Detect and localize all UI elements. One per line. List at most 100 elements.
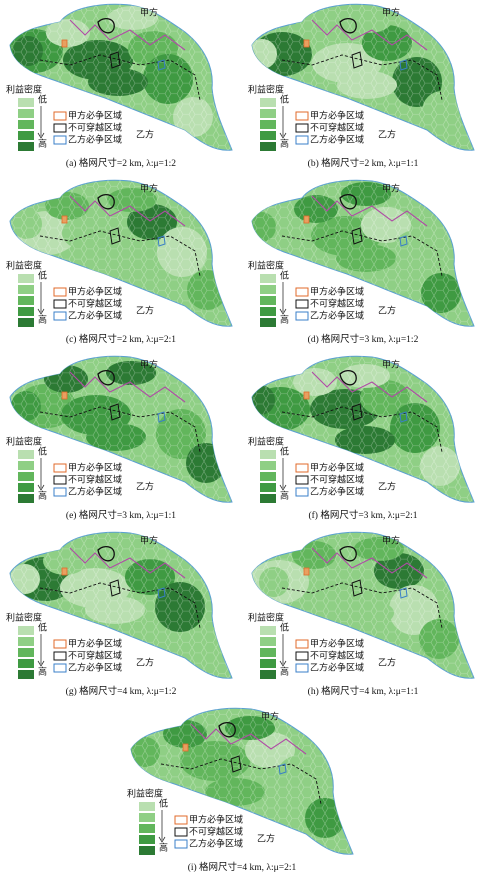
- legend-label: 乙方必争区域: [68, 310, 122, 322]
- density-arrowhead: [37, 484, 45, 491]
- density-swatch: [260, 648, 276, 657]
- contested-boundary: [39, 406, 201, 453]
- party-b-label: 乙方: [378, 305, 396, 317]
- legend-swatch: [53, 111, 67, 121]
- low-label: 低: [38, 446, 47, 458]
- legend-swatch: [295, 639, 309, 649]
- density-title: 利益密度: [248, 436, 284, 448]
- impassable-zone: [351, 51, 363, 69]
- density-swatch: [260, 318, 276, 327]
- density-swatch: [260, 637, 276, 646]
- party-b-zone: [399, 411, 408, 423]
- legend-label: 甲方必争区域: [68, 286, 122, 298]
- legend-label: 乙方必争区域: [68, 134, 122, 146]
- panel-caption: (e) 格网尺寸=3 km, λ:μ=1:1: [66, 509, 176, 521]
- density-swatch: [260, 274, 276, 283]
- legend-swatch: [53, 311, 67, 321]
- legend-label: 甲方必争区域: [310, 286, 364, 298]
- density-swatch: [18, 98, 34, 107]
- density-swatch: [260, 131, 276, 140]
- legend-label: 甲方必争区域: [68, 638, 122, 650]
- density-swatch: [260, 120, 276, 129]
- legend-swatch: [295, 299, 309, 309]
- density-title: 利益密度: [6, 436, 42, 448]
- panel-caption: (h) 格网尺寸=4 km, λ:μ=1:1: [308, 685, 419, 697]
- impassable-zone: [109, 51, 121, 69]
- impassable-zone: [218, 721, 236, 738]
- density-arrowhead: [37, 132, 45, 139]
- density-swatch: [260, 307, 276, 316]
- party-b-zone: [399, 587, 408, 599]
- party-b-label: 乙方: [378, 481, 396, 493]
- impassable-zone: [97, 545, 115, 562]
- impassable-zone: [97, 193, 115, 210]
- party-a-boundary: [311, 547, 428, 579]
- legend-swatch: [174, 839, 188, 849]
- legend-swatch: [53, 287, 67, 297]
- low-label: 低: [280, 622, 289, 634]
- density-arrowhead: [158, 836, 166, 843]
- party-a-boundary: [311, 195, 428, 227]
- party-b-label: 乙方: [136, 305, 154, 317]
- legend-swatch: [53, 651, 67, 661]
- legend-label: 乙方必争区域: [310, 662, 364, 674]
- party-a-label: 甲方: [382, 7, 400, 19]
- density-swatch: [18, 637, 34, 646]
- party-a-zone: [303, 39, 310, 48]
- party-b-zone: [157, 235, 166, 247]
- panel-caption: (g) 格网尺寸=4 km, λ:μ=1:2: [66, 685, 177, 697]
- legend-label: 不可穿越区域: [189, 826, 243, 838]
- density-swatch: [260, 494, 276, 503]
- density-swatch: [260, 472, 276, 481]
- density-swatch: [18, 461, 34, 470]
- density-swatch: [18, 626, 34, 635]
- legend-swatch: [53, 475, 67, 485]
- high-label: 高: [280, 138, 289, 150]
- legend-label: 乙方必争区域: [68, 662, 122, 674]
- panel-caption: (b) 格网尺寸=2 km, λ:μ=1:1: [308, 157, 419, 169]
- density-swatch: [18, 307, 34, 316]
- density-swatch: [260, 450, 276, 459]
- legend-swatch: [295, 287, 309, 297]
- low-label: 低: [280, 446, 289, 458]
- party-b-zone: [399, 235, 408, 247]
- density-swatch: [18, 318, 34, 327]
- legend-label: 甲方必争区域: [310, 110, 364, 122]
- party-a-label: 甲方: [140, 359, 158, 371]
- high-label: 高: [280, 666, 289, 678]
- high-label: 高: [38, 314, 47, 326]
- density-arrowhead: [279, 308, 287, 315]
- party-b-zone: [399, 59, 408, 71]
- party-b-label: 乙方: [378, 657, 396, 669]
- low-label: 低: [280, 270, 289, 282]
- party-b-label: 乙方: [136, 481, 154, 493]
- high-label: 高: [38, 666, 47, 678]
- panel-caption: (d) 格网尺寸=3 km, λ:μ=1:2: [308, 333, 419, 345]
- legend-label: 甲方必争区域: [68, 110, 122, 122]
- legend-swatch: [295, 475, 309, 485]
- impassable-zone: [339, 545, 357, 562]
- legend-label: 甲方必争区域: [68, 462, 122, 474]
- legend-label: 乙方必争区域: [310, 134, 364, 146]
- legend-label: 不可穿越区域: [68, 298, 122, 310]
- party-a-label: 甲方: [382, 183, 400, 195]
- density-swatch: [18, 120, 34, 129]
- impassable-zone: [230, 755, 242, 773]
- party-b-zone: [157, 59, 166, 71]
- density-swatch: [18, 109, 34, 118]
- density-swatch: [18, 285, 34, 294]
- impassable-zone: [109, 227, 121, 245]
- contested-boundary: [281, 406, 443, 453]
- density-title: 利益密度: [6, 612, 42, 624]
- impassable-zone: [97, 17, 115, 34]
- density-swatch: [260, 142, 276, 151]
- density-swatch: [139, 802, 155, 811]
- legend-label: 不可穿越区域: [68, 474, 122, 486]
- party-b-zone: [157, 411, 166, 423]
- party-a-label: 甲方: [140, 535, 158, 547]
- impassable-zone: [109, 579, 121, 597]
